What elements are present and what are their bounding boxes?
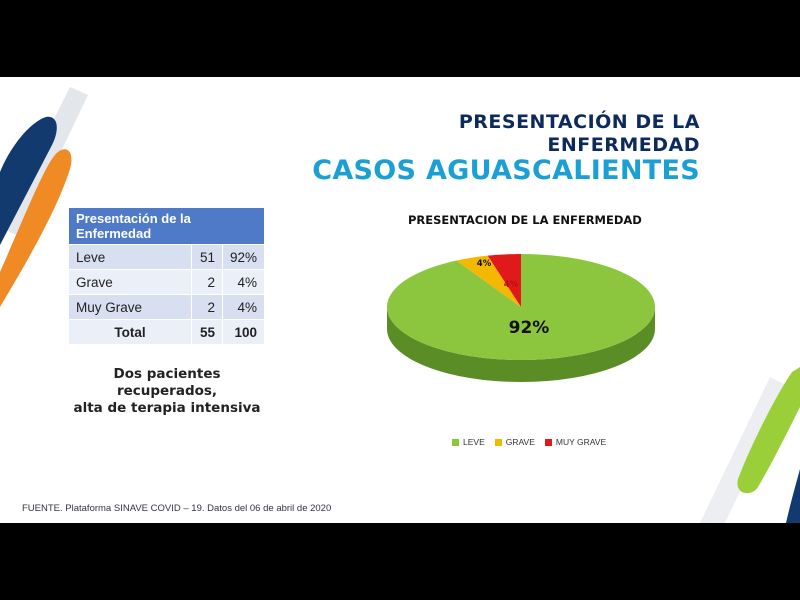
row-label: Leve bbox=[68, 244, 192, 270]
row-count: 2 bbox=[191, 269, 223, 295]
pie-side-leve bbox=[387, 307, 655, 382]
total-pct: 100 bbox=[221, 319, 266, 345]
legend-item-leve: LEVE bbox=[452, 437, 485, 447]
data-label-muy-grave: 4% bbox=[504, 280, 519, 290]
stripe-orange-left bbox=[0, 149, 72, 307]
slide-title-line1: PRESENTACIÓN DE LA bbox=[458, 111, 700, 133]
recovery-note: Dos pacientes recuperados, alta de terap… bbox=[62, 366, 272, 417]
table-row: Grave 2 4% bbox=[68, 269, 266, 295]
row-label: Muy Grave bbox=[68, 294, 192, 320]
legend-item-muy-grave: MUY GRAVE bbox=[544, 437, 607, 447]
row-label: Grave bbox=[68, 269, 192, 295]
table-header: Presentación de la Enfermedad bbox=[67, 207, 266, 245]
slide-title-line2: ENFERMEDAD bbox=[547, 134, 700, 156]
row-count: 51 bbox=[191, 244, 223, 270]
total-count: 55 bbox=[191, 319, 223, 345]
legend-swatch bbox=[452, 438, 459, 446]
row-pct: 4% bbox=[221, 269, 266, 295]
slide-subtitle: CASOS AGUASCALIENTES bbox=[312, 155, 700, 186]
legend-swatch bbox=[494, 438, 502, 446]
table-row: Leve 51 92% bbox=[68, 244, 266, 270]
chart-title: PRESENTACION DE LA ENFERMEDAD bbox=[408, 213, 642, 227]
table-row: Muy Grave 2 4% bbox=[68, 294, 266, 320]
decorative-stripes bbox=[0, 87, 800, 523]
data-label-leve: 92% bbox=[509, 318, 550, 338]
stripe-green-right bbox=[737, 367, 800, 494]
data-label-grave: 4% bbox=[477, 259, 492, 269]
pie-slice-grave bbox=[456, 255, 521, 307]
row-pct: 92% bbox=[221, 244, 266, 270]
note-line1: Dos pacientes recuperados, bbox=[113, 366, 221, 399]
stripe-navy-right bbox=[786, 469, 800, 523]
pie-chart: 92% 4% 4% bbox=[387, 254, 655, 382]
chart-legend: LEVE GRAVE MUY GRAVE bbox=[452, 437, 606, 447]
total-label: Total bbox=[68, 319, 192, 345]
table-total-row: Total 55 100 bbox=[68, 319, 266, 345]
legend-label: LEVE bbox=[463, 437, 485, 447]
source-note: FUENTE. Plataforma SINAVE COVID – 19. Da… bbox=[22, 503, 332, 514]
stripe-gray-right bbox=[700, 377, 790, 523]
legend-swatch bbox=[544, 438, 552, 446]
note-line2: alta de terapia intensiva bbox=[73, 400, 261, 416]
slide: PRESENTACIÓN DE LA ENFERMEDAD CASOS AGUA… bbox=[0, 77, 800, 523]
legend-item-grave: GRAVE bbox=[494, 437, 535, 447]
row-count: 2 bbox=[191, 294, 223, 320]
stripe-navy-left bbox=[0, 116, 57, 245]
row-pct: 4% bbox=[221, 294, 266, 320]
slide-title: PRESENTACIÓN DE LA ENFERMEDAD bbox=[459, 111, 700, 157]
summary-table: Presentación de la Enfermedad Leve 51 92… bbox=[67, 207, 266, 345]
legend-label: GRAVE bbox=[505, 437, 535, 447]
legend-label: MUY GRAVE bbox=[555, 437, 607, 447]
pie-slice-muy-grave bbox=[487, 254, 521, 307]
